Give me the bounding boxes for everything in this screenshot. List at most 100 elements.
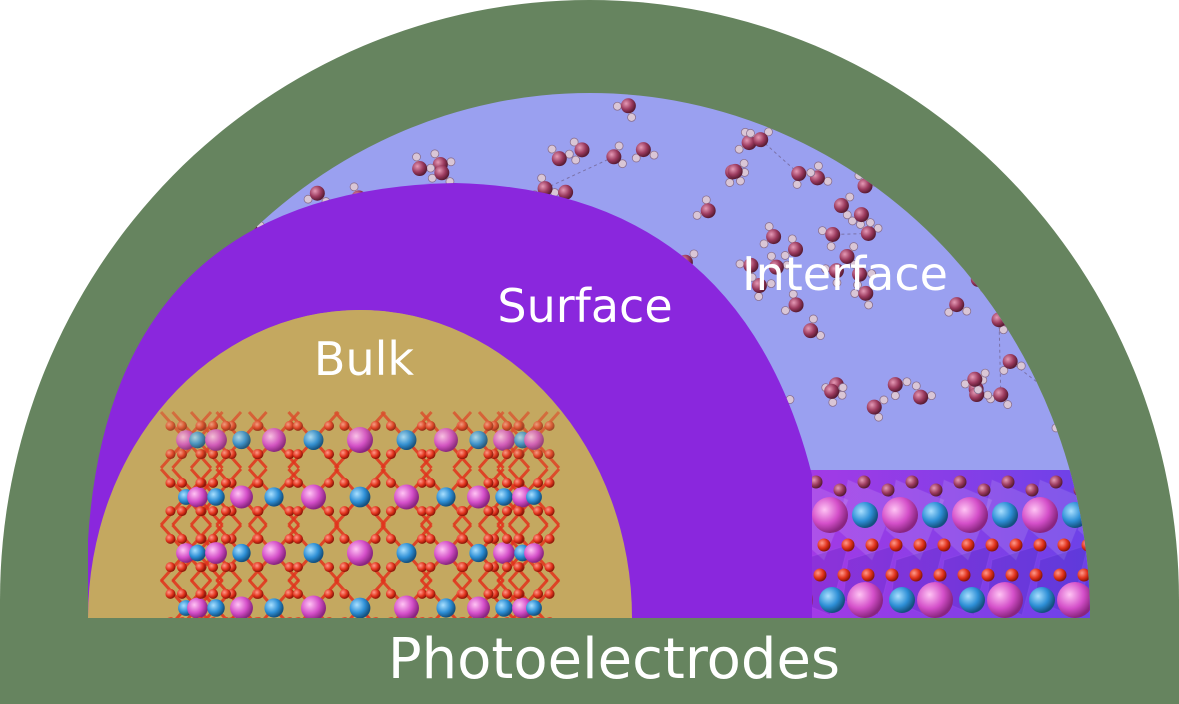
oxygen-atom [909,568,923,582]
hydrogen-atom [1016,361,1026,371]
oxygen-atom [913,538,927,552]
oxygen-atom [865,538,879,552]
hydrogen-atom [766,279,776,288]
oh-bond [1068,166,1078,179]
hydrogen-atom [1044,109,1053,119]
surface-oxygen-atom [1001,475,1015,489]
water-oxygen-atom [743,257,759,273]
hydrogen-atom [746,128,755,138]
surface-oxygen-atom [857,475,871,489]
water-oxygen-atom [751,278,767,294]
hydrogen-atom [842,210,852,220]
water-oxygen-atom [574,142,590,158]
hydrogen-atom [792,180,802,189]
surface-label: Surface [497,279,672,333]
oxygen-atom [885,568,899,582]
oxygen-atom [1033,538,1047,552]
hydrogen-atom [759,239,769,249]
hydrogen-atom [999,99,1009,109]
oxygen-atom [861,568,875,582]
oxygen-atom [889,538,903,552]
hydrogen-atom [808,314,818,324]
hydrogen-atom [764,127,773,137]
hydrogen-atom [205,124,214,133]
metal-atom [1029,587,1055,613]
surface-oxygen-atom [905,475,919,489]
surface-oxygen-atom [977,483,991,497]
water-oxygen-atom [803,323,819,339]
hydrogen-atom [983,390,993,400]
oh-bond [245,93,250,96]
hydrogen-atom [781,306,790,315]
hydrogen-atom [426,163,436,173]
water-oxygen-atom [700,203,716,219]
hydrogen-atom [879,395,889,405]
water-oxygen-atom [558,184,574,200]
hydrogen-atom [243,80,251,88]
hydrogen-atom [430,149,440,159]
water-oxygen-atom [309,185,325,201]
hydrogen-atom [865,218,875,227]
water-oxygen-atom [866,399,882,415]
hydrogen-atom [446,157,456,167]
water-oxygen-atom [990,105,1006,121]
oxygen-atom [1005,568,1019,582]
surface-oxygen-atom [809,475,823,489]
hydrogen-atom [649,150,659,160]
hydrogen-atom [944,307,954,317]
oxygen-atom [1053,568,1067,582]
hydrogen-atom [826,242,836,251]
hydrogen-atom [988,110,998,119]
water-oxygen-atom [949,297,965,313]
hydrogen-atom [1003,400,1013,409]
metal-atom [1022,497,1058,533]
metal-atom [987,582,1023,618]
metal-atom [889,587,915,613]
water-oxygen-atom [976,99,992,115]
water-oxygen-atom [824,383,840,399]
surface-oxygen-atom [1025,483,1039,497]
hydrogen-atom [736,176,745,186]
water-oxygen-atom [766,229,782,245]
metal-atom [952,497,988,533]
water-oxygen-atom [833,198,849,214]
oxygen-atom [1029,568,1043,582]
metal-atom [1057,582,1090,618]
hbond-line [760,139,800,174]
hydrogen-atom [837,390,847,400]
water-oxygen-atom [635,142,651,158]
hydrogen-atom [890,391,900,400]
hydrogen-atom [564,149,574,159]
hydrogen-atom [1065,173,1075,182]
hydrogen-atom [787,234,797,244]
water-oxygen-atom [791,166,807,182]
hydrogen-atom [873,223,883,233]
metal-atom [992,502,1018,528]
hydrogen-atom [823,176,833,186]
hydrogen-atom [817,226,827,236]
hbond-line [998,319,1002,395]
oh-bond [1041,102,1050,115]
surface-oxygen-atom [833,483,847,497]
water-oxygen-atom [1069,160,1085,176]
water-oxygen-atom [860,225,876,241]
hydrogen-atom [537,173,547,183]
metal-atom [812,497,848,533]
water-oxygen-atom [887,377,903,393]
hydrogen-atom [569,137,579,147]
oxygen-atom [933,568,947,582]
water-oxygen-atom [741,135,757,151]
oxygen-atom [1077,568,1090,582]
water-oxygen-atom [1035,95,1051,111]
oh-bond [1005,160,1013,173]
water-oxygen-atom [753,132,769,148]
water-oxygen-atom [913,389,929,405]
hydrogen-atom [911,381,921,391]
oxygen-atom [1009,538,1023,552]
hydrogen-atom [999,325,1008,335]
hydrogen-atom [1064,154,1074,164]
base-label: Photoelectrodes [388,627,840,692]
hydrogen-atom [1006,167,1016,177]
oh-bond [986,107,999,115]
